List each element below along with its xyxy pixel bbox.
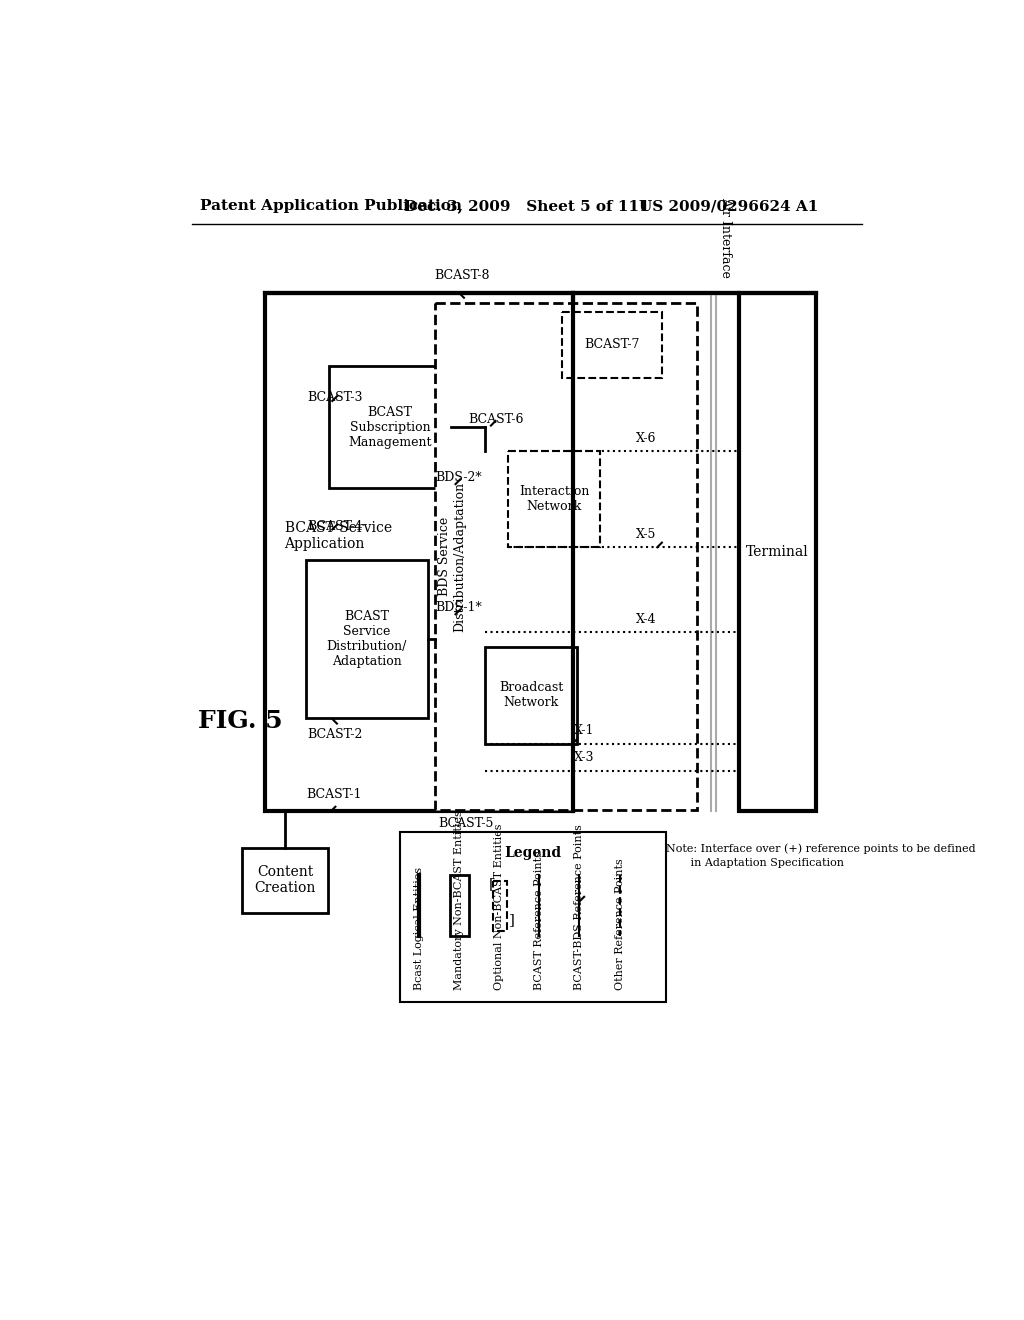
Text: [: [ bbox=[488, 876, 495, 891]
Text: Content
Creation: Content Creation bbox=[255, 865, 316, 895]
Text: X-1: X-1 bbox=[574, 725, 595, 738]
Text: BCAST-BDS Reference Points: BCAST-BDS Reference Points bbox=[574, 824, 585, 990]
Text: BCAST-4: BCAST-4 bbox=[307, 520, 362, 533]
Text: Legend: Legend bbox=[504, 846, 561, 861]
Text: BCAST
Subscription
Management: BCAST Subscription Management bbox=[348, 405, 432, 449]
Bar bbox=[739, 293, 816, 812]
Text: BCAST-6: BCAST-6 bbox=[468, 413, 523, 425]
Text: BDS-2*: BDS-2* bbox=[435, 471, 482, 484]
Text: Note: Interface over (+) reference points to be defined: Note: Interface over (+) reference point… bbox=[667, 843, 976, 854]
Text: X-3: X-3 bbox=[574, 751, 595, 764]
Bar bbox=[494, 880, 507, 931]
Text: Air Interface: Air Interface bbox=[719, 197, 732, 277]
Bar bbox=[451, 874, 469, 936]
Text: BCAST-8: BCAST-8 bbox=[434, 268, 489, 281]
Text: Interaction
Network: Interaction Network bbox=[519, 484, 589, 512]
Text: BCAST-3: BCAST-3 bbox=[307, 391, 362, 404]
Text: BCAST-7: BCAST-7 bbox=[584, 338, 639, 351]
Text: X-4: X-4 bbox=[636, 612, 656, 626]
Text: X-6: X-6 bbox=[636, 432, 656, 445]
Text: Patent Application Publication: Patent Application Publication bbox=[200, 199, 462, 213]
Text: BCAST-2: BCAST-2 bbox=[307, 729, 362, 742]
Text: Bcast Logical Entities: Bcast Logical Entities bbox=[415, 867, 424, 990]
Text: Mandatory Non-BCAST Entities: Mandatory Non-BCAST Entities bbox=[455, 810, 464, 990]
Text: Dec. 3, 2009   Sheet 5 of 111: Dec. 3, 2009 Sheet 5 of 111 bbox=[403, 199, 649, 213]
Text: ]: ] bbox=[509, 913, 514, 927]
Text: FIG. 5: FIG. 5 bbox=[199, 709, 283, 733]
Bar bbox=[306, 560, 428, 718]
Bar bbox=[435, 304, 697, 809]
Text: BCAST Service
Application: BCAST Service Application bbox=[285, 520, 392, 550]
Text: X-5: X-5 bbox=[636, 528, 656, 541]
Bar bbox=[400, 832, 666, 1002]
Text: Terminal: Terminal bbox=[746, 545, 809, 558]
Text: BDS Service
Distribution/Adaptation: BDS Service Distribution/Adaptation bbox=[438, 482, 466, 631]
Bar bbox=[330, 367, 451, 488]
Text: in Adaptation Specification: in Adaptation Specification bbox=[667, 858, 845, 867]
Text: Other Reference Points: Other Reference Points bbox=[614, 858, 625, 990]
Bar bbox=[508, 451, 600, 548]
Bar bbox=[265, 293, 573, 812]
Bar bbox=[562, 313, 662, 378]
Text: Broadcast
Network: Broadcast Network bbox=[499, 681, 563, 709]
Bar bbox=[243, 847, 329, 913]
Text: BCAST-1: BCAST-1 bbox=[306, 788, 361, 801]
Text: BCAST
Service
Distribution/
Adaptation: BCAST Service Distribution/ Adaptation bbox=[327, 610, 408, 668]
Text: Optional Non-BCAST Entities: Optional Non-BCAST Entities bbox=[495, 824, 505, 990]
Text: BCAST-5: BCAST-5 bbox=[438, 817, 494, 830]
Text: BCAST Reference Points: BCAST Reference Points bbox=[535, 851, 545, 990]
Text: US 2009/0296624 A1: US 2009/0296624 A1 bbox=[639, 199, 818, 213]
Text: BDS-1*: BDS-1* bbox=[435, 601, 482, 614]
Bar bbox=[484, 647, 578, 743]
